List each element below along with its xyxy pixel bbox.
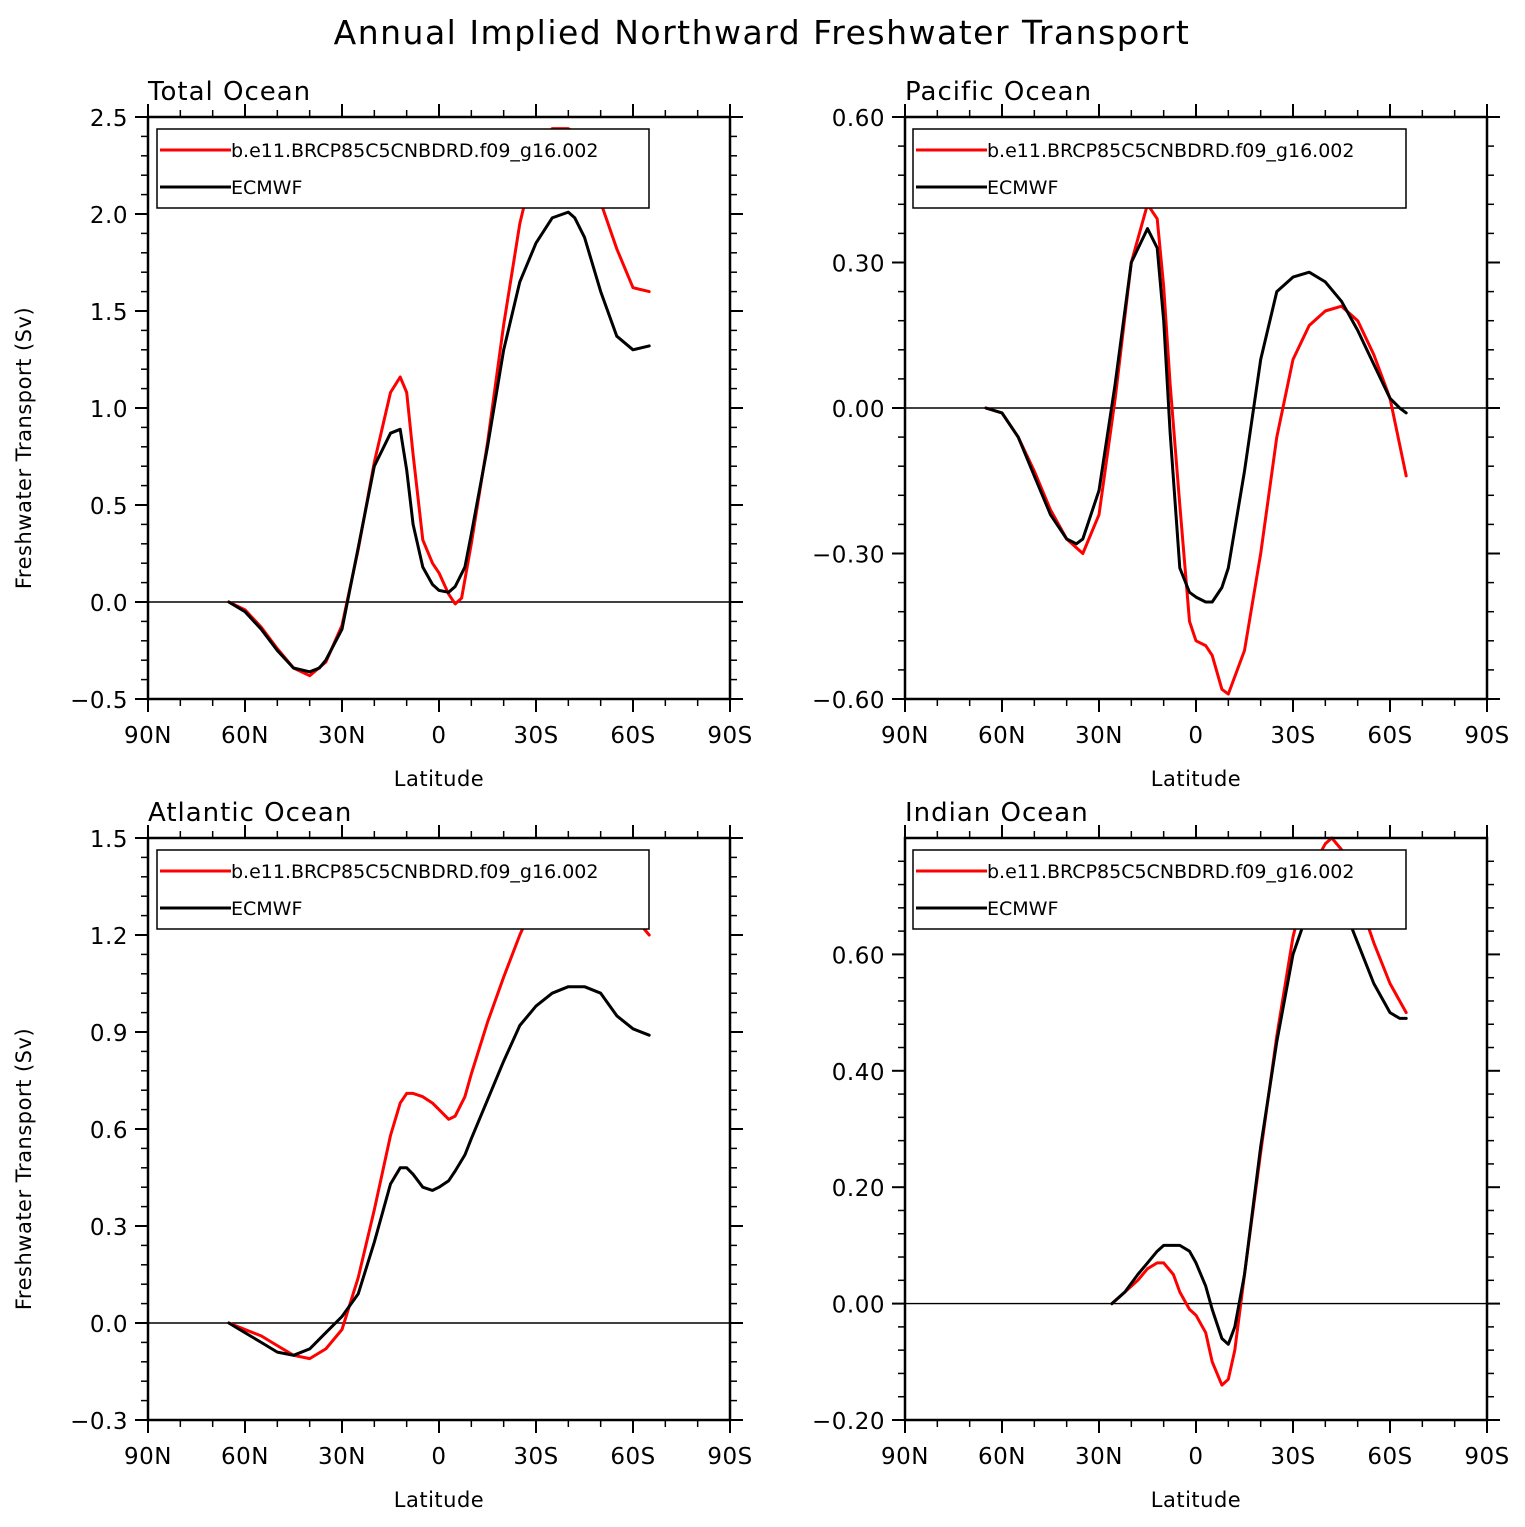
panel-title: Atlantic Ocean xyxy=(148,798,352,828)
y-tick-label: 0.5 xyxy=(90,494,128,520)
x-tick-label: 90S xyxy=(1464,1444,1509,1470)
y-tick-label: 1.0 xyxy=(90,397,128,423)
legend-box xyxy=(912,128,1407,209)
y-tick-label: 1.2 xyxy=(90,924,128,950)
x-tick-label: 60S xyxy=(1367,1444,1412,1470)
x-tick-label: 30N xyxy=(318,723,366,749)
x-tick-label: 30N xyxy=(1075,1444,1123,1470)
y-tick-label: 0.00 xyxy=(832,1293,885,1319)
legend-label: b.e11.BRCP85C5CNBDRD.f09_g16.002 xyxy=(231,861,598,883)
panel-title: Indian Ocean xyxy=(905,798,1089,828)
y-tick-label: 1.5 xyxy=(90,827,128,853)
legend-box xyxy=(156,128,650,209)
plot-frame xyxy=(146,836,732,1422)
x-tick-label: 30N xyxy=(1075,723,1123,749)
y-tick-label: 0.30 xyxy=(832,252,885,278)
x-tick-label: 60N xyxy=(978,723,1026,749)
y-tick-label: 0.9 xyxy=(90,1021,128,1047)
x-tick-label: 0 xyxy=(1188,723,1203,749)
plot-frame xyxy=(903,115,1489,701)
x-tick-label: 30N xyxy=(318,1444,366,1470)
x-tick-label: 60N xyxy=(221,1444,269,1470)
x-axis-label: Latitude xyxy=(1151,1488,1241,1512)
chart-panel: Pacific Ocean 90N 60N 30N 0 30S 60S 90S −0.60 −0.… xyxy=(812,77,1509,791)
x-tick-label: 90N xyxy=(881,1444,929,1470)
legend-box xyxy=(156,849,650,930)
y-tick-label: 1.5 xyxy=(90,300,128,326)
x-tick-label: 90N xyxy=(124,1444,172,1470)
x-tick-label: 60N xyxy=(978,1444,1026,1470)
x-tick-label: 30S xyxy=(513,1444,558,1470)
y-tick-label: 0.60 xyxy=(832,943,885,969)
y-tick-label: 0.60 xyxy=(832,106,885,132)
y-tick-label: −0.3 xyxy=(70,1409,128,1435)
y-tick-label: 0.3 xyxy=(90,1215,128,1241)
y-tick-label: 0.0 xyxy=(90,591,128,617)
y-axis-label: Freshwater Transport (Sv) xyxy=(12,1028,36,1310)
figure-title: Annual Implied Northward Freshwater Tran… xyxy=(334,13,1191,52)
y-tick-label: 2.5 xyxy=(90,106,128,132)
legend-label: ECMWF xyxy=(231,177,302,199)
x-tick-label: 0 xyxy=(431,723,446,749)
x-tick-label: 60S xyxy=(610,723,655,749)
y-tick-label: 0.20 xyxy=(832,1176,885,1202)
y-tick-label: 0.0 xyxy=(90,1312,128,1338)
y-tick-label: −0.5 xyxy=(70,688,128,714)
legend-label: ECMWF xyxy=(987,898,1058,920)
x-axis-label: Latitude xyxy=(394,1488,484,1512)
x-tick-label: 30S xyxy=(1270,1444,1315,1470)
legend-box xyxy=(912,849,1407,930)
series-line xyxy=(227,127,651,678)
y-tick-label: −0.60 xyxy=(812,688,885,714)
x-tick-label: 90S xyxy=(1464,723,1509,749)
x-tick-label: 60S xyxy=(610,1444,655,1470)
x-tick-label: 90N xyxy=(881,723,929,749)
x-tick-label: 0 xyxy=(1188,1444,1203,1470)
y-tick-label: −0.30 xyxy=(812,543,885,569)
y-axis-label: Freshwater Transport (Sv) xyxy=(12,307,36,589)
legend-label: b.e11.BRCP85C5CNBDRD.f09_g16.002 xyxy=(231,140,598,162)
series-line xyxy=(984,202,1408,696)
x-tick-label: 30S xyxy=(513,723,558,749)
x-tick-label: 60S xyxy=(1367,723,1412,749)
series-line xyxy=(984,227,1408,604)
x-axis-label: Latitude xyxy=(1151,767,1241,791)
legend-label: ECMWF xyxy=(231,898,302,920)
series-line xyxy=(1110,836,1408,1387)
series-line xyxy=(227,210,651,674)
x-tick-label: 30S xyxy=(1270,723,1315,749)
series-line xyxy=(1110,888,1408,1346)
chart-panel: Total Ocean 90N 60N 30N 0 30S 60S 90S −0.5 0.0 0.5… xyxy=(12,77,752,791)
chart-panel: Atlantic Ocean 90N 60N 30N 0 30S 60S 90S −0.3 0.0… xyxy=(12,798,752,1512)
legend-label: b.e11.BRCP85C5CNBDRD.f09_g16.002 xyxy=(987,861,1354,883)
series-line xyxy=(227,985,651,1357)
y-tick-label: 0.00 xyxy=(832,397,885,423)
x-tick-label: 90S xyxy=(707,723,752,749)
y-tick-label: 0.40 xyxy=(832,1060,885,1086)
x-axis-label: Latitude xyxy=(394,767,484,791)
x-tick-label: 90S xyxy=(707,1444,752,1470)
x-tick-label: 60N xyxy=(221,723,269,749)
panels: Total Ocean 90N 60N 30N 0 30S 60S 90S −0.5 0.0 0.5… xyxy=(12,77,1509,1512)
legend-label: ECMWF xyxy=(987,177,1058,199)
series-line xyxy=(227,859,651,1361)
plot-frame xyxy=(146,115,732,701)
chart-panel: Indian Ocean 90N 60N 30N 0 30S 60S 90S −0.20 0.00… xyxy=(812,798,1509,1512)
x-tick-label: 90N xyxy=(124,723,172,749)
x-tick-label: 0 xyxy=(431,1444,446,1470)
panel-title: Total Ocean xyxy=(147,77,311,107)
plot-frame xyxy=(903,836,1489,1422)
y-tick-label: −0.20 xyxy=(812,1409,885,1435)
panel-title: Pacific Ocean xyxy=(905,77,1092,107)
y-tick-label: 2.0 xyxy=(90,203,128,229)
legend-label: b.e11.BRCP85C5CNBDRD.f09_g16.002 xyxy=(987,140,1354,162)
y-tick-label: 0.6 xyxy=(90,1118,128,1144)
